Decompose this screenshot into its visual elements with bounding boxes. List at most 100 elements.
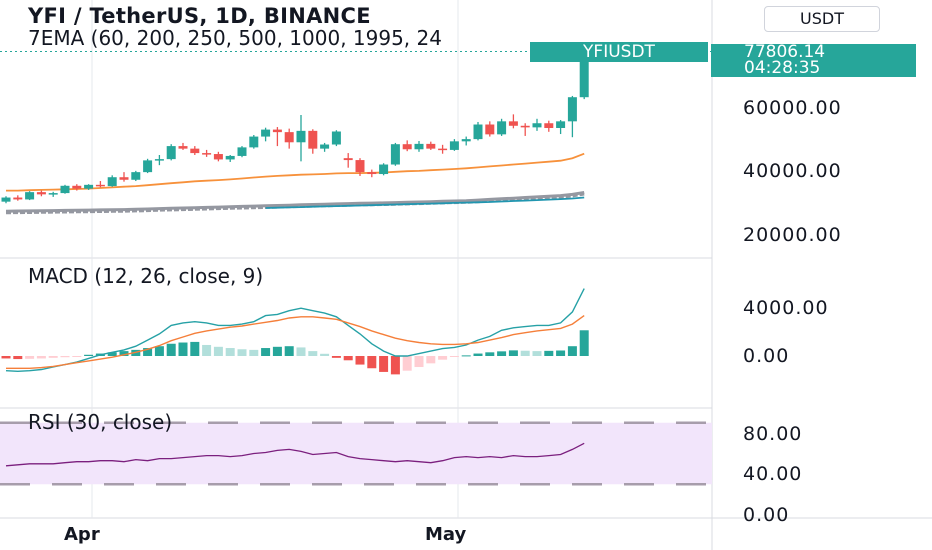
candle-body — [461, 139, 471, 142]
macd-histogram-bar — [485, 352, 495, 356]
macd-histogram-bar — [25, 356, 35, 359]
candle-body — [438, 148, 448, 151]
candle-body — [426, 143, 436, 149]
time-axis-label: May — [425, 524, 467, 545]
macd-histogram-bar — [426, 356, 436, 364]
candle-body — [48, 193, 58, 195]
time-axis-label: Apr — [64, 524, 100, 545]
candle-body — [331, 131, 341, 145]
ema-line — [265, 196, 585, 209]
macd-histogram-bar — [249, 349, 259, 356]
macd-histogram-bar — [508, 350, 518, 356]
rsi-line — [5, 442, 585, 467]
macd-histogram-bar — [414, 356, 424, 368]
macd-histogram-bar — [556, 350, 566, 356]
rsi-line-group — [5, 442, 585, 467]
macd-histogram-bar — [497, 351, 507, 356]
macd-histogram-bar — [438, 356, 448, 360]
candle-body — [402, 144, 412, 150]
macd-histogram-bar — [48, 356, 58, 358]
macd-histogram-bar — [154, 346, 164, 356]
candle-body — [567, 97, 577, 122]
macd-histogram-bar — [272, 346, 282, 356]
macd-line — [5, 288, 585, 373]
candle-body — [237, 147, 247, 156]
candle-body — [131, 172, 141, 180]
macd-histogram-bar — [178, 342, 188, 356]
candle-body — [473, 124, 483, 140]
macd-histogram-bar — [36, 356, 46, 359]
candle-body — [485, 124, 495, 135]
rsi-label[interactable]: RSI (30, close) — [28, 410, 173, 434]
macd-histogram-bar — [473, 353, 483, 356]
candle-body — [520, 125, 530, 128]
candle-body — [13, 197, 23, 200]
macd-histogram-bar — [225, 348, 235, 356]
price-axis-label: 60000.00 — [743, 97, 842, 119]
candle-body — [320, 144, 330, 149]
candle-body — [1, 197, 11, 202]
last-price-value: 77806.14 — [744, 42, 826, 62]
candle-body — [532, 123, 542, 128]
candle-body — [261, 129, 271, 137]
macd-histogram-bar — [119, 351, 129, 356]
macd-histogram-bar — [107, 352, 117, 356]
macd-histogram-bar — [567, 346, 577, 356]
candle-body — [95, 184, 105, 187]
ema-lines — [5, 152, 585, 215]
candle-body — [367, 172, 377, 175]
macd-histogram-bar — [449, 356, 459, 357]
macd-histogram-bar — [532, 351, 542, 356]
ema-indicator-label[interactable]: 7EMA (60, 200, 250, 500, 1000, 1995, 24 — [28, 26, 442, 50]
macd-histogram-bar — [237, 349, 247, 356]
candle-body — [249, 136, 259, 148]
candle-body — [508, 121, 518, 126]
macd-histogram-bar — [261, 348, 271, 356]
macd-histogram-bar — [402, 356, 412, 371]
ema-line — [5, 191, 585, 213]
macd-histogram-bar — [190, 341, 200, 356]
macd-histogram-bar — [84, 354, 94, 356]
last-price-tag: 77806.14 04:28:35 — [711, 44, 916, 77]
candle-body — [296, 130, 306, 143]
candle-body — [308, 130, 318, 149]
macd-axis-label: 0.00 — [743, 345, 790, 367]
candle-body — [60, 185, 70, 194]
candle-body — [343, 158, 353, 161]
candle-body — [202, 153, 212, 155]
candle-body — [154, 159, 164, 161]
candle-body — [579, 51, 589, 98]
candle-body — [284, 132, 294, 143]
candle-body — [119, 177, 129, 180]
macd-histogram — [1, 330, 589, 375]
macd-histogram-bar — [331, 356, 341, 358]
candle-body — [107, 177, 117, 187]
candle-body — [143, 160, 153, 173]
signal-line — [6, 315, 585, 369]
symbol-tag: YFIUSDT — [530, 42, 708, 62]
macd-label[interactable]: MACD (12, 26, close, 9) — [28, 264, 264, 288]
rsi-axis-label: 40.00 — [743, 463, 803, 485]
candle-body — [72, 185, 82, 189]
candle-body — [497, 121, 507, 135]
currency-button[interactable]: USDT — [764, 6, 880, 32]
macd-axis-label: 4000.00 — [743, 297, 829, 319]
candles — [1, 50, 589, 204]
bar-countdown: 04:28:35 — [744, 58, 821, 78]
macd-histogram-bar — [166, 343, 176, 356]
candle-body — [190, 148, 200, 154]
macd-lines — [5, 288, 585, 373]
macd-histogram-bar — [296, 347, 306, 356]
macd-histogram-bar — [461, 355, 471, 357]
macd-histogram-bar — [379, 356, 389, 372]
chart-title: YFI / TetherUS, 1D, BINANCE — [28, 4, 371, 28]
macd-histogram-bar — [320, 353, 330, 356]
macd-histogram-bar — [343, 356, 353, 361]
macd-histogram-bar — [367, 356, 377, 369]
candle-body — [449, 141, 459, 150]
macd-histogram-bar — [390, 356, 400, 375]
candle-body — [166, 146, 176, 160]
rsi-axis-label: 80.00 — [743, 423, 803, 445]
